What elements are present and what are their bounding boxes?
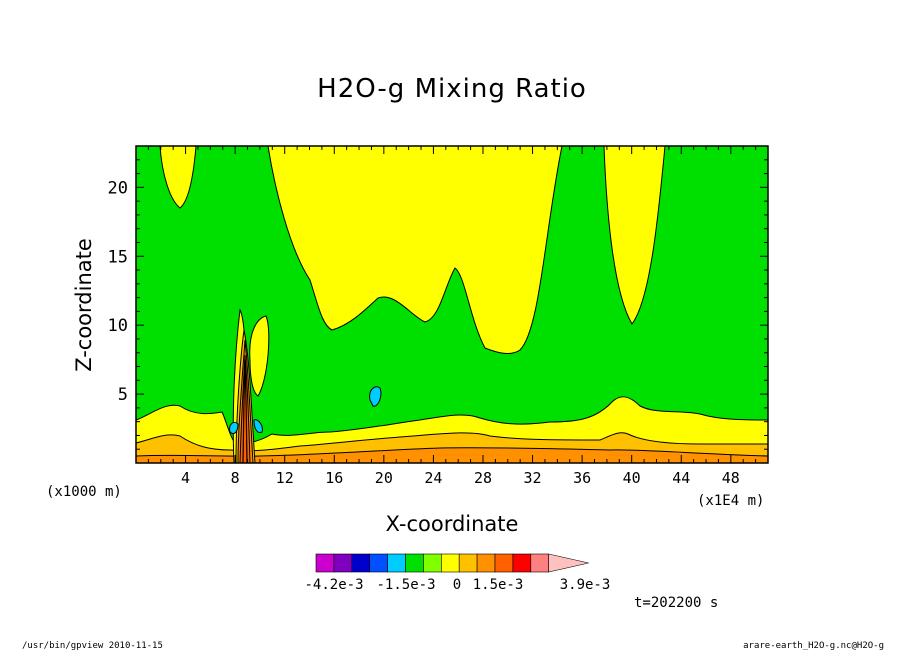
footer-left: /usr/bin/gpview 2010-11-15 bbox=[22, 641, 163, 651]
colorbar-cell-10 bbox=[494, 553, 514, 573]
colorbar-cell-8 bbox=[458, 553, 478, 573]
time-label: t=202200 s bbox=[634, 595, 719, 611]
y-tick-label-1: 10 bbox=[108, 316, 128, 336]
x-axis: 4 8 12 16 20 24 28 32 36 40 44 48 bbox=[147, 146, 757, 487]
y-axis-label: Z-coordinate bbox=[72, 238, 96, 372]
contour-fill-upper-center bbox=[267, 146, 563, 354]
contour-line-column-core bbox=[242, 359, 248, 463]
x-tick-label-4: 20 bbox=[375, 469, 393, 487]
contour-fill-column-cyan-right bbox=[253, 419, 263, 433]
x-tick-label-8: 36 bbox=[573, 469, 591, 487]
colorbar-cell-1 bbox=[333, 553, 353, 573]
contour-fill-upper-left bbox=[159, 146, 197, 209]
x-unit-label: (x1000 m) bbox=[46, 484, 122, 500]
x-axis-label: X-coordinate bbox=[385, 512, 519, 536]
colorbar-arrow bbox=[548, 553, 589, 573]
colorbar-label-1: -1.5e-3 bbox=[376, 577, 436, 593]
contour-fill-upper-right bbox=[603, 146, 666, 325]
x-tick-label-6: 28 bbox=[474, 469, 492, 487]
colorbar-label-0: -4.2e-3 bbox=[304, 577, 364, 593]
x-tick-label-0: 4 bbox=[181, 469, 190, 487]
x-tick-label-9: 40 bbox=[623, 469, 641, 487]
y-tick-label-2: 15 bbox=[108, 247, 128, 267]
x-tick-label-10: 44 bbox=[672, 469, 690, 487]
colorbar-cell-12 bbox=[530, 553, 549, 573]
colorbar-cell-11 bbox=[512, 553, 532, 573]
colorbar-cell-6 bbox=[423, 553, 442, 573]
colorbar bbox=[315, 553, 589, 573]
x-tick-label-7: 32 bbox=[524, 469, 542, 487]
colorbar-cell-9 bbox=[476, 553, 496, 573]
contour-fill-column-yellow-right bbox=[249, 315, 270, 397]
x-scale-label: (x1E4 m) bbox=[697, 493, 765, 509]
contour-fill-column-core bbox=[239, 354, 251, 463]
contour-fill-cyan-blob bbox=[369, 386, 382, 407]
colorbar-cell-2 bbox=[351, 553, 370, 573]
contour-fill-column-cyan-left bbox=[229, 421, 239, 435]
footer-right: arare-earth_H2O-g.nc@H2O-g bbox=[743, 641, 884, 651]
colorbar-label-4: 3.9e-3 bbox=[559, 577, 611, 593]
x-tick-label-3: 16 bbox=[325, 469, 343, 487]
colorbar-cell-4 bbox=[387, 553, 406, 573]
colorbar-cell-3 bbox=[369, 553, 388, 573]
mixing-ratio-field bbox=[136, 146, 768, 463]
x-tick-label-1: 8 bbox=[231, 469, 240, 487]
y-tick-label-0: 5 bbox=[118, 385, 128, 405]
y-axis: 5 10 15 20 bbox=[108, 159, 768, 450]
plot-frame bbox=[135, 145, 769, 464]
colorbar-label-3: 1.5e-3 bbox=[472, 577, 524, 593]
y-tick-label-3: 20 bbox=[108, 178, 128, 198]
colorbar-cell-5 bbox=[405, 553, 424, 573]
x-tick-label-2: 12 bbox=[276, 469, 294, 487]
colorbar-label-2: 0 bbox=[452, 577, 462, 593]
colorbar-cell-7 bbox=[440, 553, 460, 573]
x-tick-label-5: 24 bbox=[424, 469, 442, 487]
chart-title: H2O-g Mixing Ratio bbox=[317, 74, 587, 104]
colorbar-cell-0 bbox=[315, 553, 335, 573]
x-tick-label-11: 48 bbox=[722, 469, 740, 487]
